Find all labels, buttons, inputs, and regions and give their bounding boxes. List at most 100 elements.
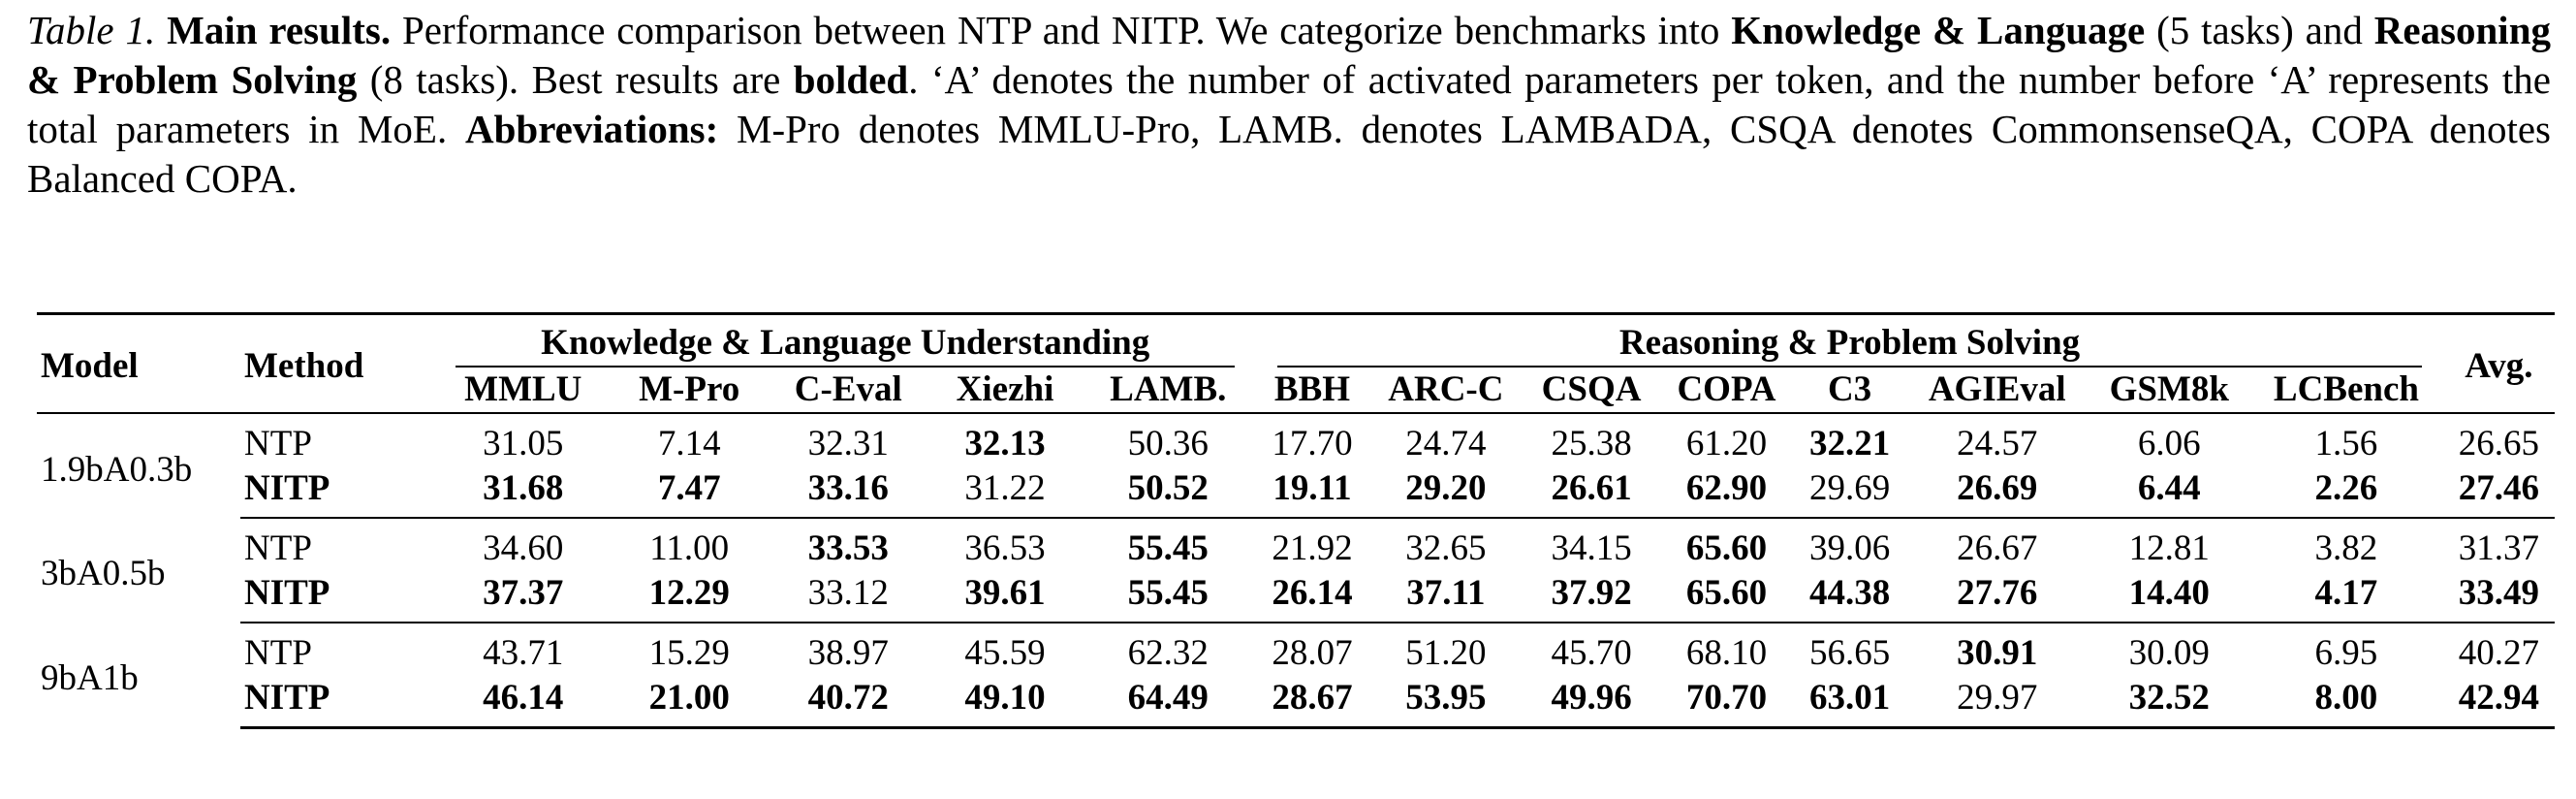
model-header: Model [37, 312, 240, 414]
value-cell: 51.20 [1405, 633, 1487, 673]
model-block-1: 1.9bA0.3b NTP 31.05 7.14 32.31 32.13 50.36 17.7… [37, 413, 2555, 519]
caption-abbr-label: Abbreviations: [465, 107, 719, 151]
value-cell: 12.81 [2128, 528, 2210, 568]
value-cell: 12.29 [612, 571, 767, 623]
value-cell: 34.60 [483, 528, 564, 568]
value-cell: 37.37 [434, 571, 613, 623]
column-header: BBH [1256, 368, 1368, 414]
value-cell: 25.38 [1551, 424, 1632, 463]
column-header: LCBench [2249, 368, 2443, 414]
value-cell: 21.00 [612, 676, 767, 729]
table-row: 1.9bA0.3b NTP 31.05 7.14 32.31 32.13 50.36 17.7… [37, 413, 2555, 490]
table-row: NITP 31.68 7.47 33.16 31.22 50.52 19.11 29.20 26… [37, 466, 2555, 519]
value-cell: 32.21 [1808, 424, 1891, 463]
table-row: NITP 46.14 21.00 40.72 49.10 64.49 28.67 53.95 4… [37, 676, 2555, 729]
value-cell: 49.10 [929, 676, 1081, 729]
model-block-2: 3bA0.5b NTP 34.60 11.00 33.53 36.53 55.45 21.92… [37, 518, 2555, 623]
value-cell: 33.53 [807, 528, 889, 568]
value-cell: 65.60 [1659, 571, 1794, 623]
value-cell: 11.00 [649, 528, 730, 568]
value-cell: 55.45 [1080, 571, 1257, 623]
value-cell: 26.61 [1524, 466, 1660, 519]
value-cell: 55.45 [1127, 528, 1209, 568]
avg-cell: 31.37 [2458, 528, 2539, 568]
column-header: ARC-C [1367, 368, 1524, 414]
group-header-knowledge: Knowledge & Language Understanding [434, 312, 1257, 368]
column-header: C3 [1793, 368, 1906, 414]
method-name: NITP [240, 466, 434, 519]
value-cell: 1.56 [2314, 424, 2378, 463]
method-name: NTP [244, 633, 312, 673]
caption-group-1: Knowledge & Language [1731, 8, 2146, 52]
value-cell: 17.70 [1272, 424, 1353, 463]
value-cell: 24.57 [1957, 424, 2038, 463]
value-cell: 68.10 [1685, 633, 1768, 673]
table-caption: Table 1. Main results. Performance compa… [27, 6, 2551, 204]
value-cell: 26.14 [1256, 571, 1368, 623]
column-header: LAMB. [1080, 368, 1257, 414]
value-cell: 38.97 [807, 633, 889, 673]
value-cell: 29.69 [1793, 466, 1906, 519]
column-header-row: MMLU M-Pro C-Eval Xiezhi LAMB. BBH ARC-C CSQA CO… [37, 368, 2555, 414]
column-header: GSM8k [2089, 368, 2250, 414]
value-cell: 37.11 [1367, 571, 1524, 623]
value-cell: 32.31 [807, 424, 889, 463]
value-cell: 21.92 [1272, 528, 1353, 568]
column-header: C-Eval [766, 368, 930, 414]
avg-cell: 40.27 [2458, 633, 2539, 673]
value-cell: 44.38 [1793, 571, 1906, 623]
column-header: CSQA [1524, 368, 1660, 414]
value-cell: 45.70 [1551, 633, 1632, 673]
value-cell: 2.26 [2249, 466, 2443, 519]
method-name: NITP [240, 676, 434, 729]
caption-group-2: Reasoning & Problem Solving [27, 8, 2551, 102]
model-name: 3bA0.5b [41, 554, 166, 593]
table-row: 9bA1b NTP 43.71 15.29 38.97 45.59 62.32 28.07 51… [37, 623, 2555, 698]
group-header-reasoning: Reasoning & Problem Solving [1256, 312, 2443, 368]
value-cell: 19.11 [1256, 466, 1368, 519]
value-cell: 31.22 [929, 466, 1081, 519]
caption-label: Table 1. [27, 8, 156, 52]
value-cell: 31.68 [434, 466, 613, 519]
method-name: NITP [240, 571, 434, 623]
caption-text-2: (5 tasks) and [2145, 8, 2374, 52]
value-cell: 33.16 [766, 466, 930, 519]
method-header: Method [240, 312, 434, 414]
value-cell: 6.06 [2137, 424, 2201, 463]
value-cell: 34.15 [1551, 528, 1632, 568]
value-cell: 53.95 [1367, 676, 1524, 729]
table-header-row: Model Method Knowledge & Language Unders… [37, 312, 2555, 414]
value-cell: 39.61 [929, 571, 1081, 623]
column-header: AGIEval [1905, 368, 2089, 414]
value-cell: 45.59 [964, 633, 1046, 673]
caption-title: Main results. [167, 8, 392, 52]
value-cell: 29.20 [1367, 466, 1524, 519]
value-cell: 63.01 [1793, 676, 1906, 729]
value-cell: 40.72 [766, 676, 930, 729]
value-cell: 32.65 [1405, 528, 1487, 568]
value-cell: 49.96 [1524, 676, 1660, 729]
value-cell: 30.09 [2128, 633, 2210, 673]
value-cell: 32.52 [2089, 676, 2250, 729]
value-cell: 6.44 [2089, 466, 2250, 519]
value-cell: 26.67 [1957, 528, 2038, 568]
column-header: COPA [1659, 368, 1794, 414]
column-header: MMLU [434, 368, 613, 414]
value-cell: 36.53 [964, 528, 1046, 568]
value-cell: 56.65 [1808, 633, 1891, 673]
table-row: NITP 37.37 12.29 33.12 39.61 55.45 26.14 37.11 3… [37, 571, 2555, 623]
value-cell: 50.36 [1127, 424, 1209, 463]
value-cell: 27.76 [1905, 571, 2089, 623]
value-cell: 70.70 [1659, 676, 1794, 729]
column-header: Xiezhi [929, 368, 1081, 414]
value-cell: 3.82 [2314, 528, 2378, 568]
table-row: 3bA0.5b NTP 34.60 11.00 33.53 36.53 55.45 21.92… [37, 518, 2555, 593]
caption-text-5: M-Pro denotes MMLU-Pro, LAMB. denotes LA… [27, 107, 2551, 201]
value-cell: 30.91 [1957, 633, 2038, 673]
column-header: M-Pro [612, 368, 767, 414]
value-cell: 33.12 [766, 571, 930, 623]
avg-cell: 33.49 [2442, 571, 2555, 623]
value-cell: 43.71 [483, 633, 564, 673]
value-cell: 37.92 [1524, 571, 1660, 623]
caption-text-3: (8 tasks). Best results are [357, 57, 794, 102]
